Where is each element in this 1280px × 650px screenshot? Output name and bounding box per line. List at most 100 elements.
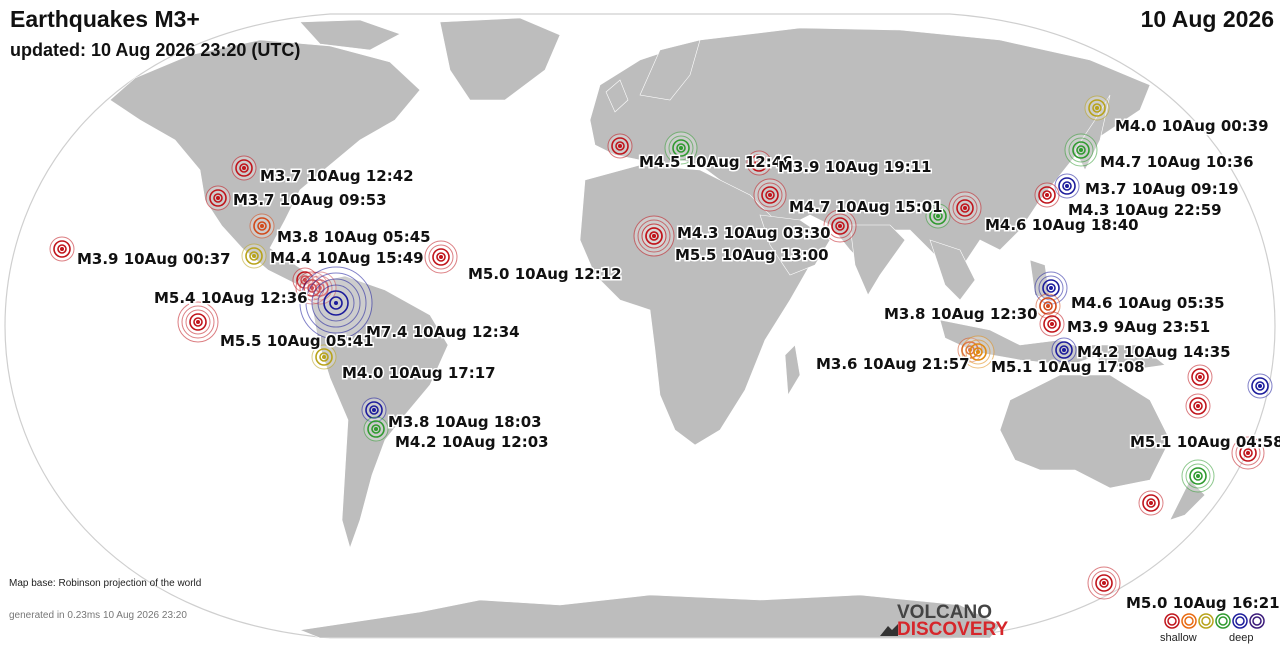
quake-label[interactable]: M4.7 10Aug 15:01 (788, 197, 945, 218)
legend-ring (1232, 613, 1248, 629)
quake-label[interactable]: M5.0 10Aug 16:21 (1125, 593, 1280, 614)
new-zealand-shape (1169, 479, 1206, 521)
legend-ring (1181, 613, 1197, 629)
logo-text-volcano: VOLCANO (897, 602, 992, 623)
quake-label[interactable]: M4.3 10Aug 22:59 (1067, 200, 1224, 221)
greenland-shape (439, 17, 561, 101)
quake-marker[interactable] (1064, 133, 1098, 167)
page-title: Earthquakes M3+ (10, 6, 200, 32)
legend-ring (1198, 613, 1214, 629)
quake-marker[interactable] (948, 191, 982, 225)
quake-label[interactable]: M3.6 10Aug 21:57 (815, 354, 972, 375)
generated-note: generated in 0.23ms 10 Aug 2026 23:20 (9, 610, 187, 621)
legend-deep-label: deep (1229, 632, 1254, 644)
quake-marker[interactable] (1034, 182, 1060, 208)
quake-label[interactable]: M5.5 10Aug 05:41 (219, 331, 376, 352)
volcano-logo-icon (880, 624, 898, 636)
arctic-islands-shape (299, 19, 401, 51)
quake-label[interactable]: M4.0 10Aug 17:17 (341, 363, 498, 384)
north-america-shape (109, 39, 421, 287)
quake-label[interactable]: M5.0 10Aug 12:12 (467, 264, 624, 285)
south-america-shape (311, 275, 449, 549)
quake-marker[interactable] (1185, 393, 1211, 419)
logo-text-discovery: DISCOVERY (897, 619, 1009, 640)
india-shape (849, 224, 906, 296)
quake-label[interactable]: M4.5 10Aug 12:46 (638, 152, 795, 173)
quake-marker[interactable] (925, 203, 951, 229)
quake-marker[interactable] (1138, 490, 1164, 516)
quake-marker[interactable] (746, 150, 772, 176)
quake-label[interactable]: M7.4 10Aug 12:34 (365, 322, 522, 343)
quake-marker[interactable] (1039, 311, 1065, 337)
legend-ring (1218, 616, 1228, 626)
quake-label[interactable]: M4.2 10Aug 12:03 (394, 432, 551, 453)
africa-shape (579, 164, 811, 446)
quake-marker[interactable] (1231, 436, 1265, 470)
quake-label[interactable]: M3.7 10Aug 12:42 (259, 166, 416, 187)
legend-ring (1201, 616, 1211, 626)
quake-marker[interactable] (424, 240, 458, 274)
quake-markers (49, 95, 1273, 600)
legend-ring (1215, 613, 1231, 629)
depth-legend: shallow deep (1160, 610, 1270, 646)
volcanodiscovery-logo[interactable]: VOLCANO DISCOVERY (880, 602, 1040, 640)
quake-marker[interactable] (241, 243, 267, 269)
quake-marker[interactable] (295, 271, 329, 305)
quake-marker[interactable] (231, 155, 257, 181)
quake-marker[interactable] (1181, 459, 1215, 493)
quake-marker[interactable] (177, 301, 219, 343)
depth-legend-rings (1164, 613, 1265, 629)
updated-timestamp: updated: 10 Aug 2026 23:20 (UTC) (10, 40, 301, 60)
quake-marker[interactable] (299, 266, 373, 340)
quake-label[interactable]: M5.1 10Aug 04:58 (1129, 432, 1280, 453)
legend-shallow-label: shallow (1160, 632, 1197, 644)
legend-ring (1164, 613, 1180, 629)
quake-label[interactable]: M4.4 10Aug 15:49 (269, 248, 426, 269)
quake-label[interactable]: M4.6 10Aug 05:35 (1070, 293, 1227, 314)
quake-label[interactable]: M3.9 10Aug 00:37 (76, 249, 233, 270)
quake-label[interactable]: M4.0 10Aug 00:39 (1114, 116, 1271, 137)
quake-labels: M3.7 10Aug 12:42 M3.7 10Aug 09:53 M3.8 10A… (76, 116, 1280, 614)
quake-marker[interactable] (249, 213, 275, 239)
legend-ring (1249, 613, 1265, 629)
antarctica-shape (298, 594, 1001, 639)
quake-marker[interactable] (1051, 337, 1077, 363)
quake-marker[interactable] (363, 416, 389, 442)
quake-label[interactable]: M4.7 10Aug 10:36 (1099, 152, 1256, 173)
legend-ring (1184, 616, 1194, 626)
quake-label[interactable]: M3.8 10Aug 05:45 (276, 227, 433, 248)
legend-ring (1167, 616, 1177, 626)
quake-marker[interactable] (205, 185, 231, 211)
quake-label[interactable]: M4.2 10Aug 14:35 (1076, 342, 1233, 363)
quake-marker[interactable] (961, 335, 995, 369)
quake-marker[interactable] (753, 178, 787, 212)
quake-marker[interactable] (1087, 566, 1121, 600)
quake-label[interactable]: M4.6 10Aug 18:40 (984, 215, 1141, 236)
quake-marker[interactable] (823, 209, 857, 243)
britain-shape (605, 79, 629, 113)
quake-marker[interactable] (1247, 373, 1273, 399)
quake-label[interactable]: M5.5 10Aug 13:00 (674, 245, 831, 266)
quake-label[interactable]: M3.8 10Aug 18:03 (387, 412, 544, 433)
quake-label[interactable]: M4.3 10Aug 03:30 (676, 223, 833, 244)
quake-marker[interactable] (633, 215, 675, 257)
arabia-shape (759, 214, 831, 276)
quake-label[interactable]: M3.7 10Aug 09:53 (232, 190, 389, 211)
legend-ring (1252, 616, 1262, 626)
quake-label[interactable]: M3.7 10Aug 09:19 (1084, 179, 1241, 200)
date-label: 10 Aug 2026 (1140, 6, 1274, 32)
madagascar-shape (784, 344, 801, 396)
quake-marker[interactable] (1084, 95, 1110, 121)
quake-marker[interactable] (664, 131, 698, 165)
quake-label[interactable]: M3.8 10Aug 12:30 (883, 304, 1040, 325)
quake-label[interactable]: M5.4 10Aug 12:36 (153, 288, 310, 309)
quake-marker[interactable] (311, 344, 337, 370)
quake-label[interactable]: M3.9 10Aug 19:11 (777, 157, 934, 178)
quake-label[interactable]: M3.9 9Aug 23:51 (1066, 317, 1212, 338)
quake-marker[interactable] (49, 236, 75, 262)
quake-marker[interactable] (1187, 364, 1213, 390)
map-base-note: Map base: Robinson projection of the wor… (9, 578, 202, 589)
quake-label[interactable]: M5.1 10Aug 17:08 (990, 357, 1147, 378)
quake-marker[interactable] (607, 133, 633, 159)
